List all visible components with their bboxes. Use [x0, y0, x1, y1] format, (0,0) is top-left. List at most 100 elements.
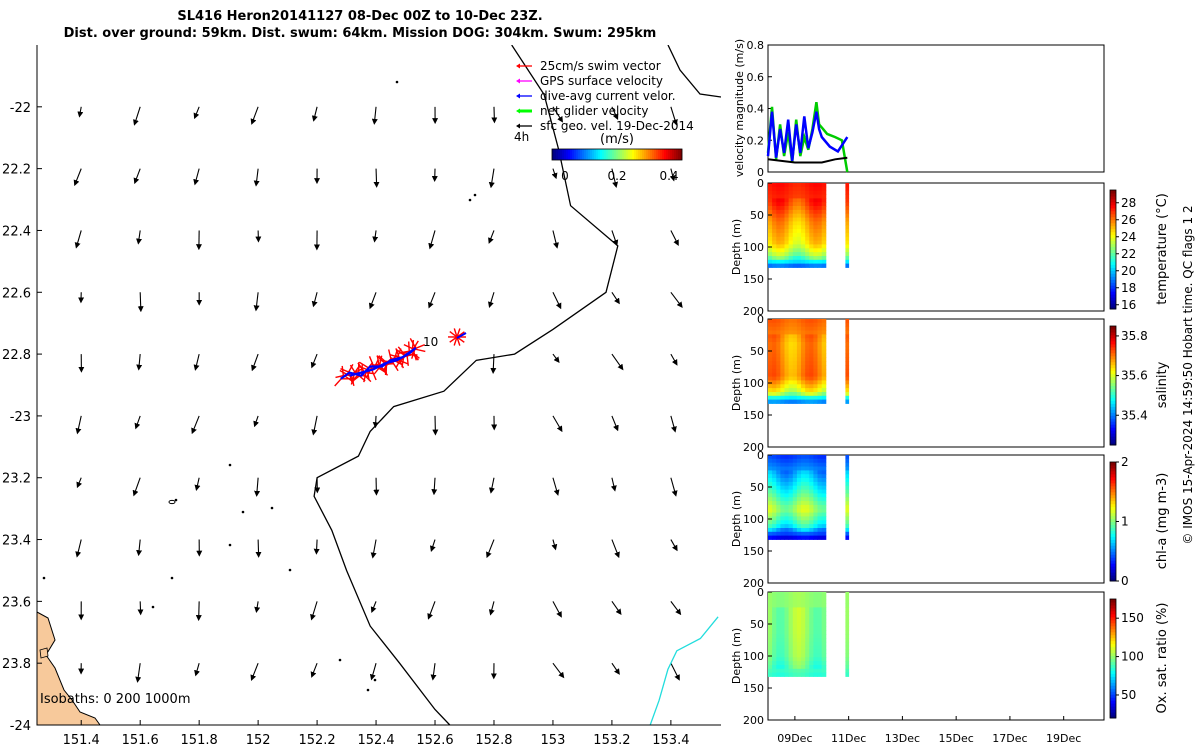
reef-islet [241, 510, 245, 514]
profile-cell [784, 528, 790, 533]
profile-cell [817, 372, 823, 378]
profile-cell [780, 198, 785, 203]
profile-cell [792, 603, 798, 608]
profile-cell [792, 232, 798, 238]
colorbar-cell [670, 149, 673, 160]
swim-vector [371, 369, 377, 381]
profile-cell [796, 630, 802, 635]
profile-cell [784, 504, 790, 510]
colorbar-cell [608, 149, 611, 160]
profile-cell [784, 330, 790, 335]
profile-cell [805, 485, 810, 490]
profile-cell [776, 531, 781, 537]
profile-cell [801, 326, 806, 331]
profile-colorbar-cell [1110, 201, 1116, 206]
profile-cell [813, 653, 818, 658]
profile-cell [817, 376, 823, 381]
profile-y-tick-label: 100 [743, 513, 764, 526]
profile-cell [821, 368, 827, 374]
profile-cell [813, 592, 818, 597]
profile-y-label: Depth (m) [730, 219, 743, 275]
profile-colorbar-cell [1110, 370, 1116, 375]
surface-velocity-arrow [194, 663, 200, 677]
profile-cell [821, 493, 827, 498]
surface-velocity-arrow [373, 168, 380, 188]
profile-cell [805, 668, 810, 674]
map-x-tick-label: 152.6 [416, 733, 453, 748]
profile-cell [784, 649, 790, 654]
profile-y-tick-label: 200 [743, 305, 764, 318]
velocity-y-tick-label: 0 [757, 166, 764, 179]
profile-cell [809, 365, 814, 370]
profile-cell [801, 497, 806, 502]
profile-cell [792, 501, 798, 506]
profile-cell [788, 672, 794, 677]
profile-cell [796, 603, 802, 608]
profile-y-label: Depth (m) [730, 355, 743, 411]
profile-cell [784, 221, 790, 226]
profile-cell [788, 657, 794, 662]
profile-cell [772, 455, 777, 460]
profile-colorbar-cell [1110, 240, 1116, 245]
colorbar-tick-label: 0 [561, 169, 569, 183]
surface-velocity-arrow [253, 168, 260, 187]
profile-cell [788, 508, 794, 514]
profile-cell [772, 661, 777, 666]
profile-cell [805, 380, 810, 385]
profile-cell [821, 221, 827, 226]
profile-colorbar-cell [1110, 394, 1116, 398]
profile-cell [796, 240, 802, 245]
profile-cell [813, 661, 818, 666]
profile-cell [845, 198, 850, 203]
profile-colorbar-cell [1110, 198, 1116, 203]
profile-colorbar-cell [1110, 655, 1116, 659]
profile-cell [792, 657, 798, 662]
surface-velocity-arrow [611, 601, 622, 616]
profile-cell [776, 485, 781, 490]
profile-cell [801, 380, 806, 385]
profile-cell [780, 466, 785, 471]
profile-cell [784, 349, 790, 354]
profile-cell [817, 672, 823, 677]
profile-cell [801, 535, 806, 540]
profile-cell [768, 611, 773, 616]
profile-cell [788, 229, 794, 234]
profile-cell [805, 618, 810, 624]
profile-colorbar-cell [1110, 210, 1116, 215]
profile-cell [768, 528, 773, 533]
profile-cell [768, 365, 773, 370]
profile-cell [772, 399, 777, 404]
profile-y-tick-label: 150 [743, 545, 764, 558]
profile-cell [788, 395, 794, 401]
profile-cell [845, 236, 850, 242]
profile-cell [788, 213, 794, 218]
profile-colorbar-cell [1110, 379, 1116, 384]
profile-cell [817, 512, 823, 517]
profile-colorbar-cell [1110, 406, 1116, 410]
profile-colorbar-tick-label: 24 [1121, 230, 1136, 244]
profile-cell [821, 252, 827, 257]
profile-cell [780, 661, 785, 666]
profile-cell [772, 626, 777, 631]
profile-cell [792, 345, 798, 351]
profile-cell [821, 244, 827, 249]
profile-cell [817, 392, 823, 397]
surface-velocity-arrow [75, 415, 82, 435]
profile-cell [788, 531, 794, 537]
profile-cell [845, 186, 850, 192]
profile-cell [809, 252, 814, 257]
reef-islet [170, 576, 174, 580]
profile-cell [768, 368, 773, 374]
profile-cell [817, 229, 823, 234]
profile-cell [845, 213, 850, 218]
profile-cell [813, 634, 818, 639]
profile-cell [821, 198, 827, 203]
profile-cell [792, 380, 798, 385]
profile-cell [845, 512, 850, 517]
chart-title-line-1: SL416 Heron20141127 08-Dec 00Z to 10-Dec… [177, 9, 543, 24]
profile-cell [821, 217, 827, 222]
profile-cell [792, 190, 798, 195]
profile-cell [845, 466, 850, 471]
profile-cell [768, 607, 773, 612]
